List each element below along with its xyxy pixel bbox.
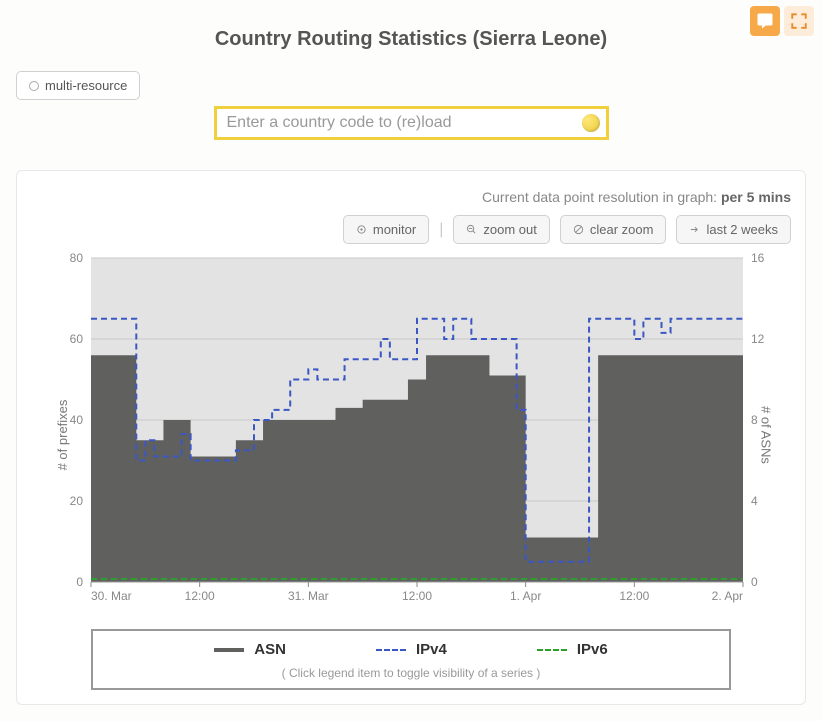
last-2-weeks-button[interactable]: last 2 weeks xyxy=(676,215,791,244)
comment-icon[interactable] xyxy=(750,6,780,36)
y-left-label: # of prefixes xyxy=(55,399,70,470)
clear-zoom-label: clear zoom xyxy=(590,222,654,237)
page-title: Country Routing Statistics (Sierra Leone… xyxy=(0,28,822,51)
country-search-box[interactable] xyxy=(214,106,609,140)
toolbar-separator: | xyxy=(439,221,443,239)
legend-label-ipv4: IPv4 xyxy=(416,641,447,658)
legend-item-ipv4[interactable]: IPv4 xyxy=(376,641,447,658)
svg-text:20: 20 xyxy=(70,494,84,508)
chart-svg: 0 20 40 60 80 0 4 8 12 16 30. Mar 12:00 31. Mar 12:00… xyxy=(31,252,791,612)
chart-panel: Current data point resolution in graph: … xyxy=(16,170,806,705)
zoom-out-label: zoom out xyxy=(483,222,536,237)
monitor-button[interactable]: monitor xyxy=(343,215,429,244)
svg-text:8: 8 xyxy=(751,413,758,427)
last-2-weeks-label: last 2 weeks xyxy=(706,222,778,237)
svg-text:40: 40 xyxy=(70,413,84,427)
legend-label-ipv6: IPv6 xyxy=(577,641,608,658)
resolution-text: Current data point resolution in graph: … xyxy=(31,189,791,205)
svg-text:0: 0 xyxy=(76,575,83,589)
clear-zoom-icon xyxy=(573,224,584,235)
legend-box: ASN IPv4 IPv6 ( Click legend item to tog… xyxy=(91,629,731,690)
chart-container: # of prefixes # of ASNs 0 20 40 60 80 0 4 8 12 16… xyxy=(31,252,791,617)
expand-icon[interactable] xyxy=(784,6,814,36)
legend-label-asn: ASN xyxy=(254,641,286,658)
svg-text:12: 12 xyxy=(751,332,765,346)
tag-bullet-icon xyxy=(29,81,39,91)
resolution-prefix: Current data point resolution in graph: xyxy=(482,189,721,205)
svg-text:2. Apr: 2. Apr xyxy=(712,589,743,603)
zoom-out-icon xyxy=(466,224,477,235)
target-icon xyxy=(356,224,367,235)
search-status-icon xyxy=(582,114,600,132)
svg-text:12:00: 12:00 xyxy=(619,589,649,603)
svg-text:30. Mar: 30. Mar xyxy=(91,589,132,603)
legend-item-asn[interactable]: ASN xyxy=(214,641,286,658)
legend-swatch-ipv4 xyxy=(376,649,406,651)
monitor-label: monitor xyxy=(373,222,416,237)
clear-zoom-button[interactable]: clear zoom xyxy=(560,215,667,244)
arrow-right-icon xyxy=(689,224,700,235)
zoom-out-button[interactable]: zoom out xyxy=(453,215,549,244)
svg-text:12:00: 12:00 xyxy=(185,589,215,603)
y-right-label: # of ASNs xyxy=(759,406,774,464)
svg-text:31. Mar: 31. Mar xyxy=(288,589,329,603)
resolution-value: per 5 mins xyxy=(721,189,791,205)
legend-note: ( Click legend item to toggle visibility… xyxy=(93,666,729,680)
svg-text:60: 60 xyxy=(70,332,84,346)
chart-toolbar: monitor | zoom out clear zoom last 2 wee… xyxy=(31,215,791,244)
svg-text:1. Apr: 1. Apr xyxy=(510,589,541,603)
svg-text:4: 4 xyxy=(751,494,758,508)
svg-text:80: 80 xyxy=(70,252,84,265)
legend-swatch-ipv6 xyxy=(537,649,567,651)
resource-tag[interactable]: multi-resource xyxy=(16,71,140,100)
resource-tag-label: multi-resource xyxy=(45,78,127,93)
country-search-input[interactable] xyxy=(225,113,582,133)
svg-text:0: 0 xyxy=(751,575,758,589)
legend-item-ipv6[interactable]: IPv6 xyxy=(537,641,608,658)
legend-swatch-asn xyxy=(214,648,244,652)
svg-text:12:00: 12:00 xyxy=(402,589,432,603)
svg-text:16: 16 xyxy=(751,252,765,265)
